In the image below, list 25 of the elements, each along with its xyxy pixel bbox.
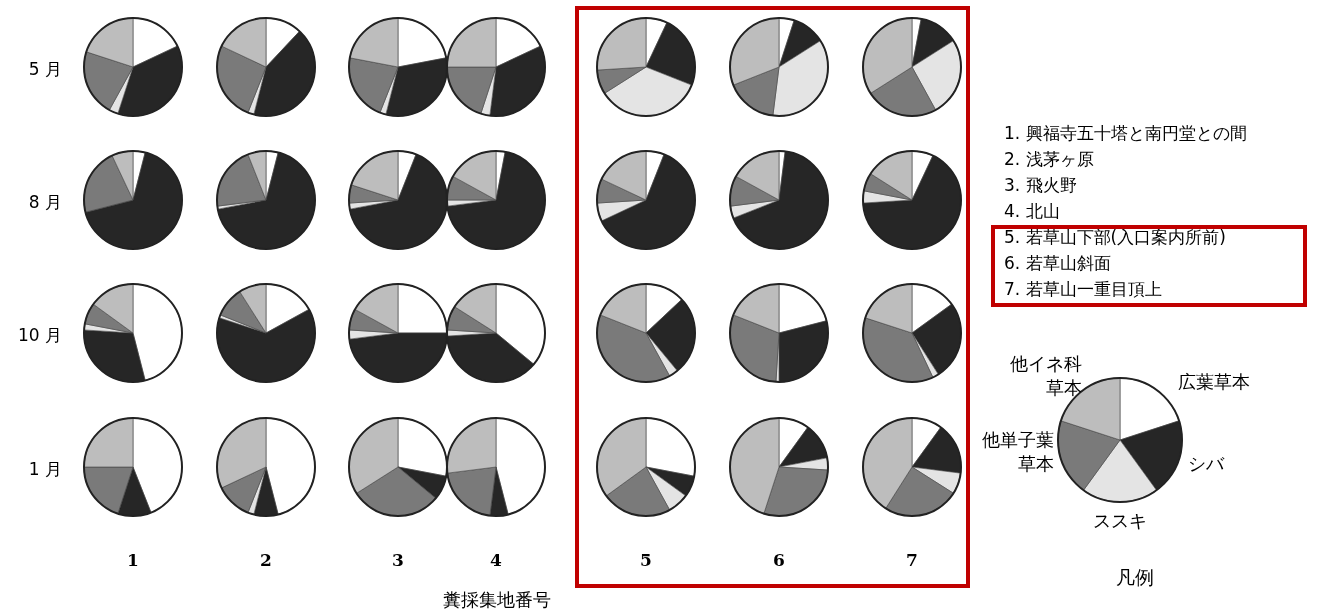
text: 6. 若草山斜面 (1004, 253, 1111, 273)
slice-label: シバ (1188, 453, 1225, 474)
slice-label: 他単子葉草本 (982, 429, 1054, 474)
text: 1 (127, 550, 139, 570)
text: 5. 若草山下部(入口案内所前) (1004, 227, 1226, 247)
slice-label: 他イネ科草本 (1010, 353, 1082, 398)
text: 5 月 (28, 59, 62, 79)
text: 8 月 (28, 192, 62, 212)
text: 7 (906, 550, 918, 570)
text: 5 (640, 550, 652, 570)
text: 7. 若草山一重目頂上 (1004, 279, 1162, 299)
text: 3. 飛火野 (1004, 175, 1077, 195)
text: 4 (490, 550, 503, 570)
slice-label: ススキ (1093, 510, 1147, 531)
text: 糞採集地番号 (443, 589, 551, 610)
text: 3 (392, 550, 404, 570)
text: 4. 北山 (1004, 201, 1060, 221)
text: 1 月 (28, 459, 62, 479)
text: 6 (773, 550, 785, 570)
text: 2. 浅茅ヶ原 (1004, 149, 1094, 169)
text: 凡例 (1116, 566, 1154, 588)
text: 1. 興福寺五十塔と南円堂との間 (1004, 123, 1247, 143)
slice-label: 広葉草本 (1178, 371, 1250, 392)
text: 2 (260, 550, 272, 570)
text: 10 月 (17, 325, 62, 345)
